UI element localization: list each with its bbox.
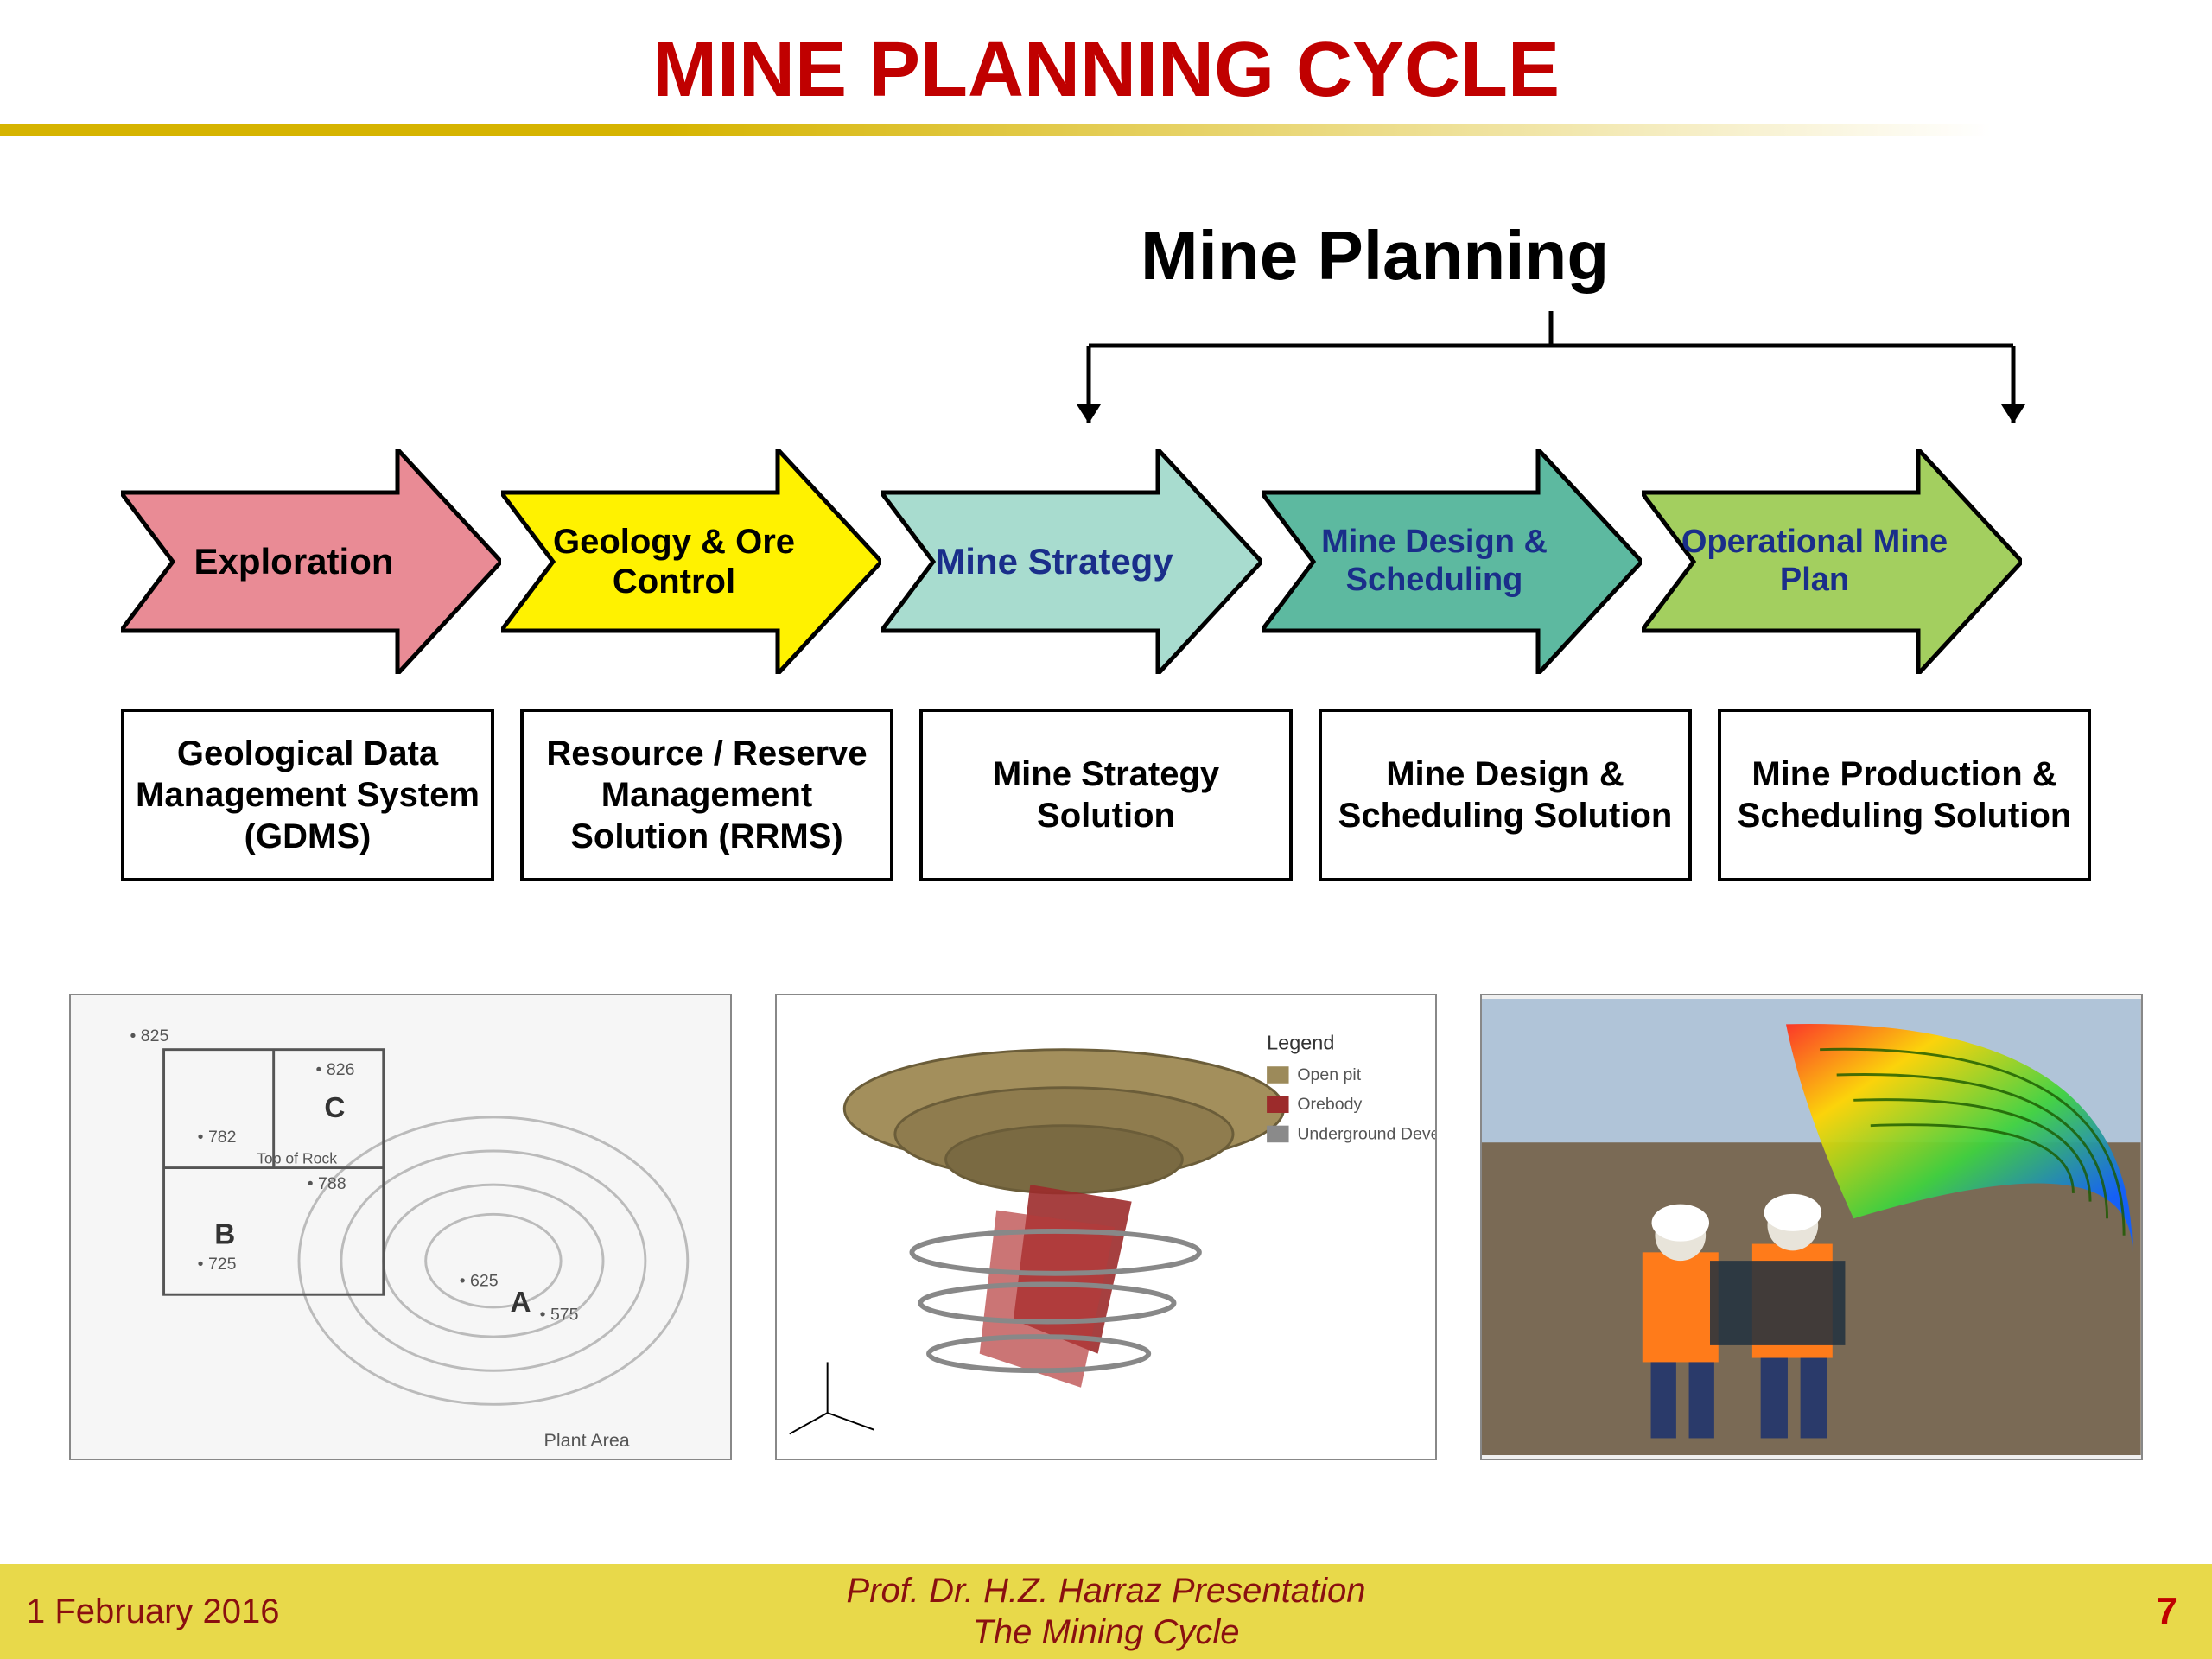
svg-text:• 625: • 625	[460, 1271, 499, 1290]
footer-date: 1 February 2016	[26, 1592, 280, 1631]
svg-text:Orebody: Orebody	[1297, 1095, 1362, 1114]
footer-presenter: Prof. Dr. H.Z. Harraz Presentation	[847, 1570, 1366, 1611]
box-mine-production-scheduling-solution: Mine Production & Scheduling Solution	[1718, 709, 2091, 881]
arrow-label: Geology & Ore Control	[536, 449, 812, 674]
image-pit-plan-map: C B A • 825 • 826 • 782 • 788 • 725 • 62…	[69, 994, 732, 1460]
area-c: C	[324, 1092, 345, 1124]
svg-text:Legend: Legend	[1267, 1032, 1334, 1054]
arrow-label: Mine Design & Scheduling	[1296, 449, 1573, 674]
arrow-row: Exploration Geology & Ore Control Mine S…	[121, 449, 2091, 674]
svg-text:• 575: • 575	[540, 1306, 579, 1325]
arrow-label: Mine Strategy	[916, 449, 1192, 674]
svg-text:Open pit: Open pit	[1297, 1065, 1361, 1084]
arrow-mine-design-scheduling: Mine Design & Scheduling	[1262, 449, 1642, 674]
box-gdms: Geological Data Management System (GDMS)	[121, 709, 494, 881]
subheading-mine-planning: Mine Planning	[1141, 216, 1609, 296]
footer-subtitle: The Mining Cycle	[847, 1611, 1366, 1653]
box-row: Geological Data Management System (GDMS)…	[121, 709, 2091, 881]
arrow-label: Operational Mine Plan	[1676, 449, 1953, 674]
bracket-connector	[1071, 311, 2031, 449]
svg-text:• 788: • 788	[308, 1174, 346, 1193]
slide: MINE PLANNING CYCLE Mine Planning Explor…	[0, 0, 2212, 1659]
box-mine-design-scheduling-solution: Mine Design & Scheduling Solution	[1319, 709, 1692, 881]
svg-text:• 725: • 725	[198, 1255, 237, 1274]
title-underline	[0, 124, 2212, 136]
image-mine-site	[1480, 994, 2143, 1460]
footer: 1 February 2016 Prof. Dr. H.Z. Harraz Pr…	[0, 1564, 2212, 1659]
box-rrms: Resource / Reserve Management Solution (…	[520, 709, 893, 881]
arrow-exploration: Exploration	[121, 449, 501, 674]
area-b: B	[214, 1219, 235, 1251]
area-a: A	[510, 1287, 531, 1319]
arrow-label: Exploration	[156, 449, 432, 674]
image-row: C B A • 825 • 826 • 782 • 788 • 725 • 62…	[69, 994, 2143, 1460]
slide-title: MINE PLANNING CYCLE	[0, 0, 2212, 115]
footer-page-number: 7	[2157, 1590, 2177, 1633]
arrow-geology-ore-control: Geology & Ore Control	[501, 449, 881, 674]
arrow-operational-mine-plan: Operational Mine Plan	[1642, 449, 2022, 674]
footer-center: Prof. Dr. H.Z. Harraz Presentation The M…	[847, 1570, 1366, 1653]
svg-text:Top of Rock: Top of Rock	[257, 1150, 337, 1167]
svg-text:Plant Area: Plant Area	[544, 1430, 630, 1451]
svg-text:Underground Development: Underground Development	[1297, 1124, 1435, 1143]
box-mine-strategy-solution: Mine Strategy Solution	[919, 709, 1293, 881]
svg-text:• 782: • 782	[198, 1128, 237, 1147]
svg-text:• 826: • 826	[316, 1060, 355, 1079]
arrow-mine-strategy: Mine Strategy	[881, 449, 1262, 674]
svg-text:• 825: • 825	[130, 1027, 168, 1046]
image-orebody-model: Legend Open pit Orebody Underground Deve…	[775, 994, 1438, 1460]
